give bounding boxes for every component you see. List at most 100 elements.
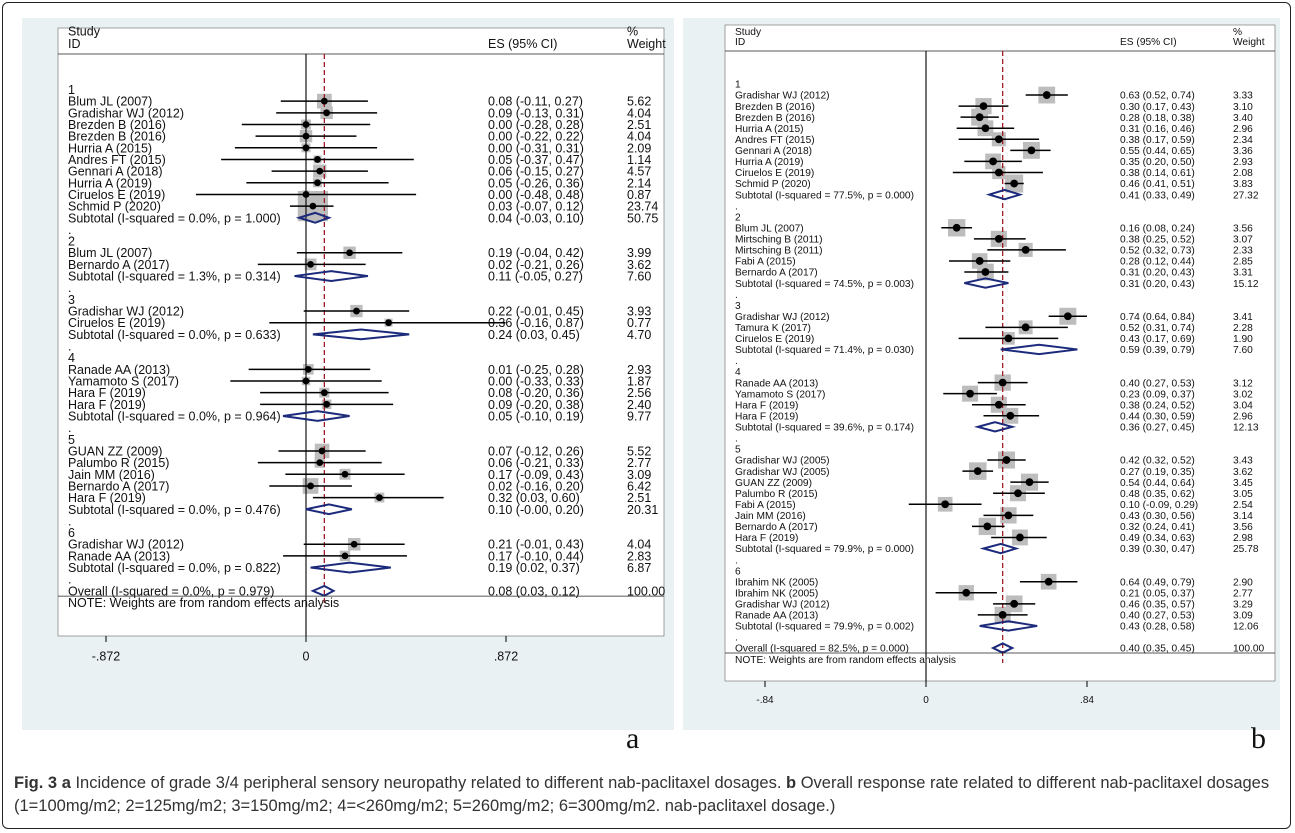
study-weight: 2.34 xyxy=(1233,135,1253,146)
study-ci: 0.40 (0.27, 0.53) xyxy=(1120,378,1195,389)
study-name: Bernardo A (2017) xyxy=(735,268,818,279)
group-spacer: . xyxy=(735,356,738,367)
study-ci: 0.06 (-0.15, 0.27) xyxy=(488,165,584,179)
study-ci: 0.52 (0.31, 0.74) xyxy=(1120,323,1195,334)
study-ci: 0.27 (0.19, 0.35) xyxy=(1120,467,1195,478)
study-ci: 0.32 (0.03, 0.60) xyxy=(488,491,580,505)
subtotal-diamond xyxy=(1000,343,1078,356)
point-estimate xyxy=(1042,91,1051,99)
study-name: Andres FT (2015) xyxy=(68,153,166,167)
point-estimate xyxy=(302,191,310,198)
study-name: Ranade AA (2013) xyxy=(68,363,170,377)
study-ci: 0.00 (-0.28, 0.28) xyxy=(488,118,584,132)
subtotal-weight: 15.12 xyxy=(1233,279,1259,290)
group-label-4: 4 xyxy=(735,367,741,378)
study-weight: 3.83 xyxy=(1233,179,1253,190)
study-ci: 0.35 (0.20, 0.50) xyxy=(1120,157,1195,168)
overall-diamond xyxy=(310,584,336,597)
point-estimate xyxy=(309,202,317,210)
plot-area xyxy=(57,27,665,637)
study-name: Fabi A (2015) xyxy=(735,500,796,511)
subtotal-label: Subtotal (I-squared = 79.9%, p = 0.000) xyxy=(735,544,914,555)
x-tick-label: .872 xyxy=(494,650,518,664)
study-name: Gennari A (2018) xyxy=(735,146,812,157)
group-spacer: . xyxy=(68,281,71,295)
point-estimate xyxy=(952,223,961,232)
study-name: Hurria A (2015) xyxy=(68,141,152,155)
study-name: Ibrahim NK (2005) xyxy=(735,588,818,599)
study-weight: 2.83 xyxy=(627,549,651,563)
point-estimate xyxy=(1004,334,1013,343)
subtotal-ci: 0.11 (-0.05, 0.27) xyxy=(488,270,583,284)
point-estimate xyxy=(307,482,314,490)
study-weight: 3.43 xyxy=(1233,456,1253,467)
point-estimate xyxy=(994,135,1003,144)
group-spacer: . xyxy=(68,573,71,587)
subtotal-ci: 0.41 (0.33, 0.49) xyxy=(1120,190,1195,201)
group-label-5: 5 xyxy=(68,433,75,447)
study-ci: 0.42 (0.32, 0.52) xyxy=(1120,456,1195,467)
study-weight: 3.36 xyxy=(1233,146,1253,157)
subtotal-label: Subtotal (I-squared = 74.5%, p = 0.003) xyxy=(735,279,914,290)
point-estimate xyxy=(1010,179,1019,188)
point-estimate xyxy=(1016,533,1024,542)
study-ci: 0.28 (0.18, 0.38) xyxy=(1120,113,1195,124)
panel-label-a: a xyxy=(626,722,640,755)
study-ci: 0.16 (0.08, 0.24) xyxy=(1120,223,1195,234)
point-estimate xyxy=(304,365,312,373)
study-weight: 4.04 xyxy=(627,538,651,552)
group-label-4: 4 xyxy=(68,351,75,365)
study-ci: 0.07 (-0.12, 0.26) xyxy=(488,444,584,458)
subtotal-ci: 0.59 (0.39, 0.79) xyxy=(1120,345,1195,356)
overall-weight: 100.00 xyxy=(1233,644,1264,655)
figure-caption: Fig. 3 a Incidence of grade 3/4 peripher… xyxy=(14,772,1282,818)
study-name: Bernardo A (2017) xyxy=(68,258,169,272)
study-weight: 3.14 xyxy=(1233,511,1253,522)
overall-ci: 0.40 (0.35, 0.45) xyxy=(1120,644,1195,655)
study-ci: 0.52 (0.32, 0.73) xyxy=(1120,246,1195,257)
study-ci: 0.74 (0.64, 0.84) xyxy=(1120,312,1195,323)
point-estimate xyxy=(975,257,984,265)
study-ci: 0.55 (0.44, 0.65) xyxy=(1120,146,1195,157)
group-spacer: . xyxy=(735,555,738,566)
study-name: Hara F (2019) xyxy=(735,400,798,411)
study-weight: 2.28 xyxy=(1233,323,1253,334)
study-weight: 3.12 xyxy=(1233,378,1253,389)
point-estimate xyxy=(385,319,392,327)
study-name: Brezden B (2016) xyxy=(735,113,815,124)
group-label-3: 3 xyxy=(68,293,75,307)
group-label-1: 1 xyxy=(68,83,75,97)
study-weight: 2.93 xyxy=(1233,157,1253,168)
study-ci: 0.01 (-0.25, 0.28) xyxy=(488,363,584,377)
point-estimate xyxy=(341,552,349,560)
study-ci: 0.46 (0.35, 0.57) xyxy=(1120,599,1195,610)
subtotal-ci: 0.19 (0.02, 0.37) xyxy=(488,561,580,575)
subtotal-weight: 50.75 xyxy=(627,211,658,225)
study-weight: 3.07 xyxy=(1233,235,1253,246)
study-name: Ranade AA (2013) xyxy=(68,549,170,563)
group-label-6: 6 xyxy=(68,526,75,540)
study-weight: 3.99 xyxy=(627,246,651,260)
point-estimate xyxy=(1006,411,1015,420)
study-ci: 0.21 (0.05, 0.37) xyxy=(1120,588,1195,599)
subtotal-weight: 20.31 xyxy=(627,503,658,517)
study-name: Gradishar WJ (2012) xyxy=(68,538,184,552)
study-weight: 3.93 xyxy=(627,305,651,319)
study-ci: 0.00 (-0.22, 0.22) xyxy=(488,130,584,144)
study-name: Schmid P (2020) xyxy=(68,200,161,214)
study-ci: 0.08 (-0.11, 0.27) xyxy=(488,95,583,109)
study-name: Gradishar WJ (2012) xyxy=(735,312,830,323)
point-estimate xyxy=(998,610,1007,619)
study-weight: 2.77 xyxy=(627,456,651,470)
study-weight: 3.02 xyxy=(1233,389,1253,400)
study-name: Gradishar WJ (2005) xyxy=(735,456,830,467)
study-ci: 0.44 (0.30, 0.59) xyxy=(1120,411,1195,422)
study-name: Hara F (2019) xyxy=(68,398,146,412)
study-weight: 2.85 xyxy=(1233,257,1253,268)
point-estimate xyxy=(318,447,326,455)
study-name: Jain MM (2016) xyxy=(735,511,806,522)
point-estimate xyxy=(989,157,997,166)
group-spacer: . xyxy=(735,633,738,644)
subtotal-weight: 12.13 xyxy=(1233,423,1259,434)
